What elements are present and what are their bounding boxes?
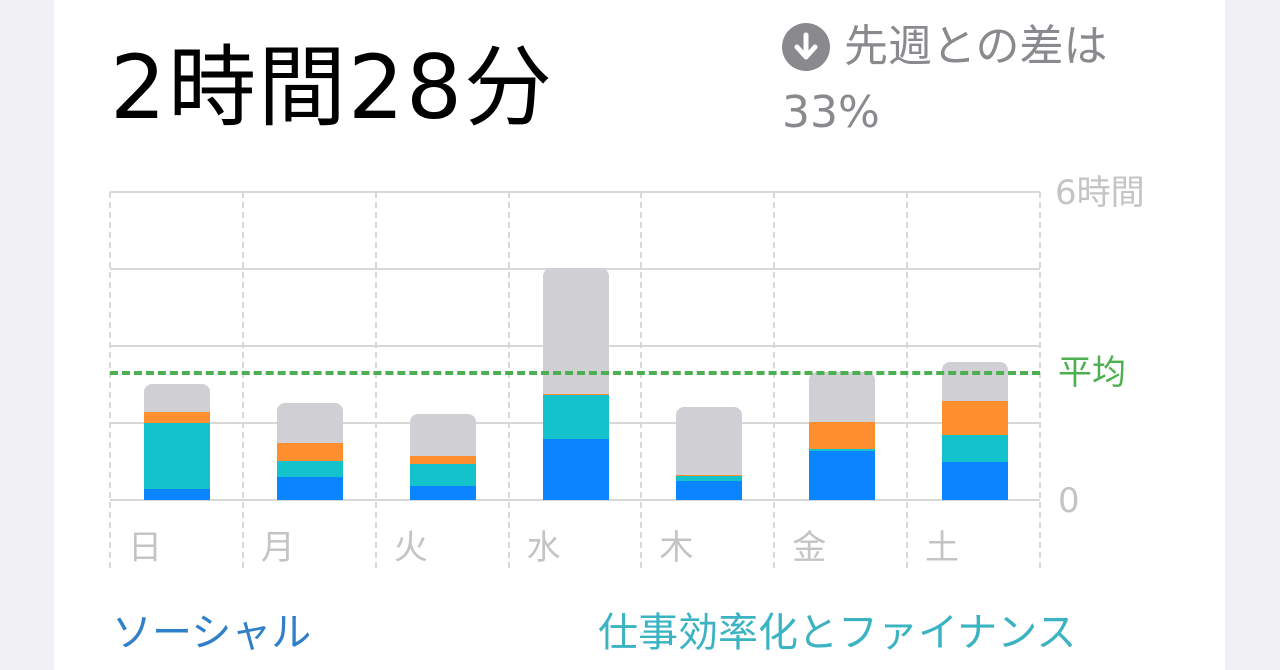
bar-segment	[144, 384, 211, 413]
bar-6[interactable]	[941, 361, 1008, 500]
bar-segment	[277, 443, 344, 461]
x-axis-day-label: 金	[792, 528, 827, 568]
bar-segment	[941, 400, 1008, 435]
bar-5[interactable]	[808, 372, 875, 500]
x-axis-day-label: 日	[128, 528, 162, 568]
gridline-vertical	[1039, 192, 1041, 568]
x-axis-day-label: 火	[393, 528, 428, 568]
bar-segment	[808, 421, 875, 450]
bar-segment	[543, 394, 609, 439]
bar-segment	[144, 489, 211, 500]
bar-segment	[941, 462, 1008, 500]
y-axis-max-label: 6時間	[1055, 173, 1145, 213]
bar-2[interactable]	[410, 413, 477, 500]
x-axis-day-label: 月	[260, 528, 295, 568]
bar-segment	[675, 481, 742, 500]
legend-productivity-finance[interactable]: 仕事効率化とファイナンス	[598, 610, 1077, 656]
bar-segment	[675, 475, 742, 481]
bar-segment	[808, 451, 875, 500]
bar-segment	[277, 476, 344, 500]
legend-social[interactable]: ソーシャル	[112, 610, 312, 656]
bar-segment	[941, 434, 1008, 462]
bar-4[interactable]	[675, 407, 742, 500]
weekly-change-label: 先週との差は	[844, 21, 1108, 72]
bar-segment	[410, 455, 477, 465]
x-axis-day-label: 水	[526, 528, 561, 568]
bar-segment	[277, 403, 344, 444]
gridline-vertical	[640, 192, 643, 568]
bar-0[interactable]	[144, 384, 211, 500]
bar-segment	[543, 438, 609, 500]
weekly-change-value: 33%	[782, 87, 880, 138]
bar-segment	[543, 393, 609, 395]
screen-time-card	[54, 0, 1225, 670]
weekly-change: 先週との差は 33%	[782, 14, 1202, 146]
x-axis-day-label: 土	[925, 528, 960, 568]
gridline-vertical	[906, 192, 909, 568]
x-axis-day-label: 木	[659, 528, 694, 568]
bar-segment	[410, 486, 477, 500]
bar-segment	[675, 474, 742, 476]
average-line	[110, 371, 1040, 376]
bar-segment	[410, 464, 477, 487]
bar-3[interactable]	[543, 267, 609, 500]
average-label: 平均	[1058, 353, 1126, 393]
bar-segment	[808, 372, 875, 422]
bar-segment	[675, 407, 742, 475]
bar-segment	[144, 412, 211, 423]
gridline-vertical	[773, 192, 776, 568]
arrow-down-circle-icon	[782, 23, 830, 71]
bar-segment	[277, 460, 344, 477]
bar-segment	[410, 413, 477, 456]
gridline-vertical	[241, 192, 244, 568]
gridline-vertical	[374, 192, 377, 568]
bar-segment	[941, 361, 1008, 401]
gridline-horizontal	[110, 191, 1040, 193]
gridline-vertical	[109, 192, 111, 568]
total-screen-time: 2時間28分	[110, 36, 554, 139]
bar-segment	[808, 449, 875, 452]
y-axis-zero-label: 0	[1058, 481, 1080, 521]
bar-segment	[144, 423, 211, 490]
gridline-vertical	[507, 192, 510, 568]
bar-1[interactable]	[277, 403, 344, 500]
gridline-horizontal	[110, 499, 1040, 501]
